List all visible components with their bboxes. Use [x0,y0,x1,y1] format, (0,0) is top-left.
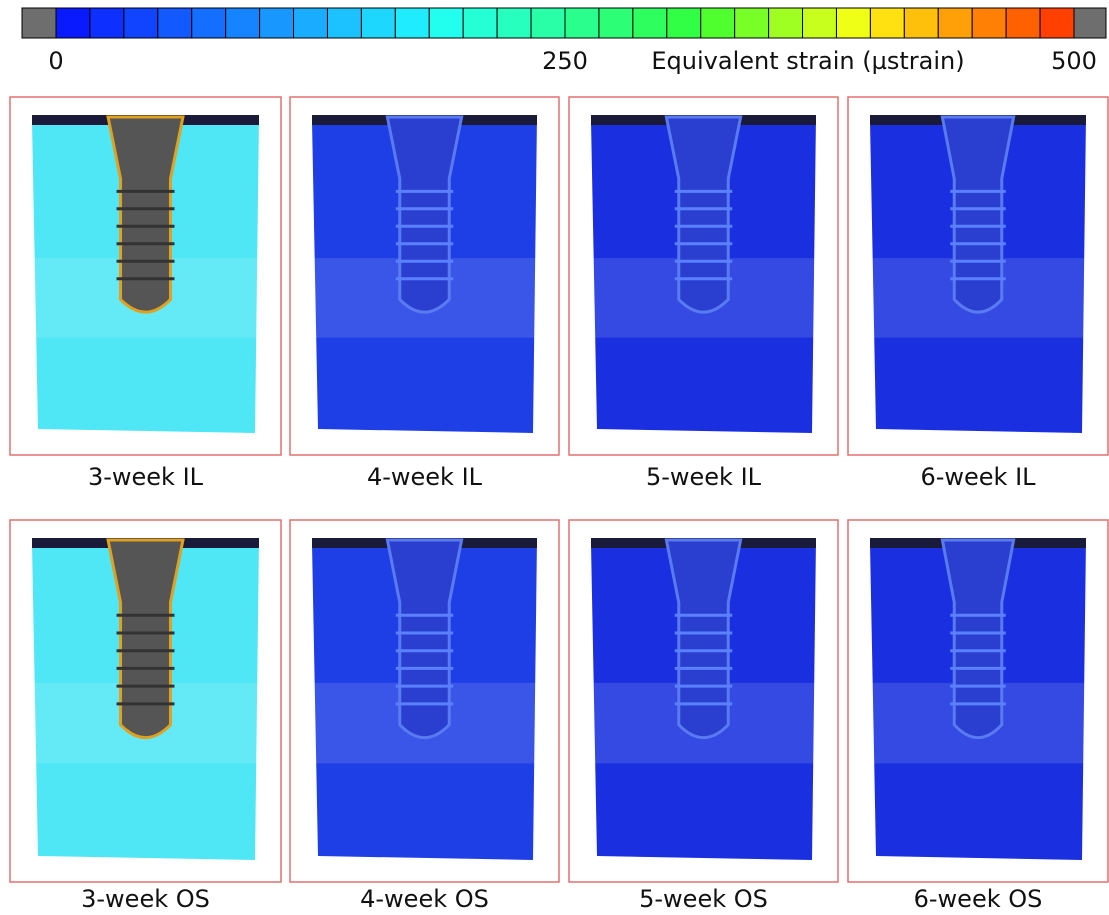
colorbar-segment [463,8,497,38]
colorbar-segment [497,8,531,38]
implant [942,117,1013,312]
colorbar-segment [327,8,361,38]
panel-label: 3-week OS [81,885,210,913]
panel-label: 4-week IL [367,463,483,491]
panel [569,520,838,882]
colorbar-segment [803,8,837,38]
colorbar-segment [599,8,633,38]
colorbar-segment [938,8,972,38]
colorbar-segment [294,8,328,38]
colorbar-segment [260,8,294,38]
colorbar-segment [1040,8,1074,38]
panel [10,97,281,455]
colorbar-segment [124,8,158,38]
colorbar-segment [429,8,463,38]
colorbar-over [1074,8,1106,38]
implant [387,540,461,738]
colorbar-segment [735,8,769,38]
panel [848,520,1108,882]
colorbar-segment [701,8,735,38]
colorbar-segment [769,8,803,38]
colorbar-segment [90,8,124,38]
colorbar-segment [836,8,870,38]
panel-label: 4-week OS [360,885,489,913]
implant [666,540,740,738]
colorbar-under [22,8,56,38]
panel [569,97,838,455]
panel [290,520,559,882]
panel-label: 5-week OS [639,885,768,913]
colorbar-segment [361,8,395,38]
colorbar-segment [531,8,565,38]
colorbar-segment [667,8,701,38]
panel-label: 5-week IL [646,463,762,491]
panel-label: 3-week IL [88,463,204,491]
colorbar-segment [158,8,192,38]
panel [848,97,1108,455]
colorbar-segment [192,8,226,38]
colorbar-segment [870,8,904,38]
colorbar-segment [395,8,429,38]
colorbar-label: Equivalent strain (µstrain) [651,47,964,75]
panel-label: 6-week IL [920,463,1036,491]
colorbar-segment [226,8,260,38]
colorbar-segment [972,8,1006,38]
figure: Equivalent strain (µstrain) 0 250 500 3-wee… [0,0,1109,915]
colorbar-segment [904,8,938,38]
colorbar-tick-label: 500 [1051,47,1097,75]
implant [942,540,1013,738]
panel-label: 6-week OS [914,885,1043,913]
panel [10,520,281,882]
colorbar-segment [565,8,599,38]
colorbar-tick-label: 0 [48,47,63,75]
colorbar-segment [633,8,667,38]
colorbar-segment [1006,8,1040,38]
implant [108,540,183,738]
implant [666,117,740,312]
panel [290,97,559,455]
implant [387,117,461,312]
implant [108,117,183,312]
colorbar-segment [56,8,90,38]
colorbar-tick-label: 250 [542,47,588,75]
